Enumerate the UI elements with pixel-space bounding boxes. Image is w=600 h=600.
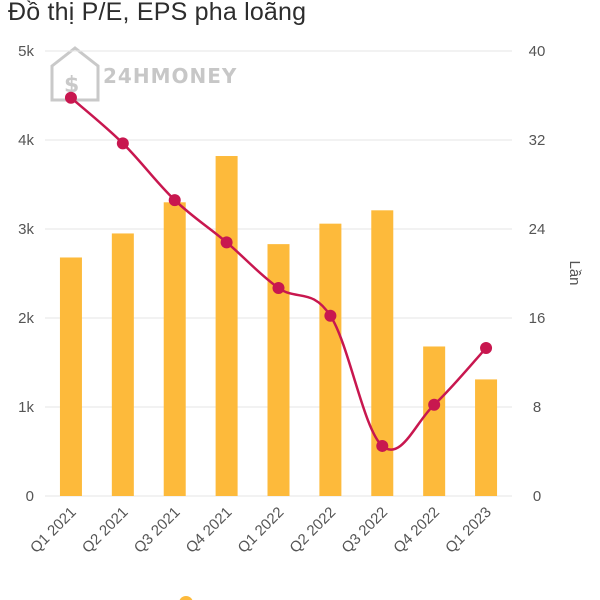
svg-text:$: $ — [64, 73, 79, 98]
x-tick-label: Q2 2021 — [79, 504, 132, 557]
left-tick-label: 3k — [18, 221, 34, 238]
pe-point — [428, 398, 441, 411]
x-tick-label: Q3 2021 — [131, 504, 184, 557]
pe-line — [70, 96, 487, 451]
legend — [179, 596, 193, 600]
right-tick-label: 8 — [533, 399, 541, 416]
eps-bar — [423, 346, 446, 496]
left-tick-label: 5k — [18, 43, 34, 60]
left-tick-label: 1k — [18, 399, 34, 416]
right-tick-label: 0 — [533, 488, 541, 505]
right-tick-label: 24 — [529, 221, 546, 238]
eps-bar — [475, 379, 498, 496]
left-tick-label: 2k — [18, 310, 34, 327]
x-tick-label: Q3 2022 — [338, 504, 391, 557]
x-tick-label: Q4 2021 — [183, 504, 236, 557]
pe-point — [272, 281, 285, 294]
pe-line-series — [64, 91, 493, 452]
right-axis-label: Lần — [566, 260, 583, 285]
pe-point — [220, 236, 233, 249]
pe-point — [480, 342, 493, 355]
pe-point — [324, 309, 337, 322]
left-tick-label: 4k — [18, 132, 34, 149]
left-axis-ticks: 0 1k 2k 3k 4k 5k — [18, 43, 34, 505]
eps-bar — [319, 223, 342, 496]
legend-marker-eps — [179, 596, 193, 600]
eps-bar — [163, 202, 186, 497]
eps-bar — [59, 257, 82, 496]
eps-bar — [215, 156, 238, 496]
watermark-text: 24HMONEY — [103, 64, 237, 88]
x-axis-ticks: Q1 2021 Q2 2021 Q3 2021 Q4 2021 Q1 2022 Q2 20… — [27, 504, 495, 557]
pe-point — [116, 137, 129, 150]
pe-point — [376, 439, 389, 452]
x-tick-label: Q1 2023 — [442, 504, 495, 557]
chart-title: Đồ thị P/E, EPS pha loãng — [8, 0, 307, 26]
eps-bars — [59, 156, 498, 497]
pe-point — [64, 91, 77, 104]
x-tick-label: Q1 2021 — [27, 504, 80, 557]
right-tick-label: 32 — [529, 132, 546, 149]
x-tick-label: Q2 2022 — [287, 504, 340, 557]
left-tick-label: 0 — [26, 488, 34, 505]
pe-point — [168, 194, 181, 207]
eps-bar — [267, 244, 290, 496]
eps-bar — [111, 233, 134, 496]
right-axis-ticks: 0 8 16 24 32 40 — [529, 43, 546, 505]
right-tick-label: 16 — [529, 310, 546, 327]
logo-icon: $ — [50, 46, 100, 102]
right-tick-label: 40 — [529, 43, 546, 60]
watermark: $ 24HMONEY — [50, 46, 237, 102]
x-tick-label: Q4 2022 — [390, 504, 443, 557]
x-tick-label: Q1 2022 — [235, 504, 288, 557]
eps-bar — [371, 210, 394, 496]
